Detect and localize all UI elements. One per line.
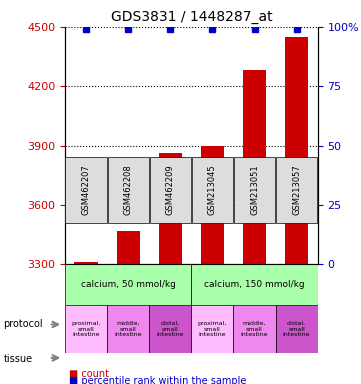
FancyBboxPatch shape bbox=[149, 305, 191, 353]
Text: tissue: tissue bbox=[4, 354, 33, 364]
FancyBboxPatch shape bbox=[65, 264, 191, 305]
Bar bbox=[285, 37, 308, 264]
Text: distal,
small
intestine: distal, small intestine bbox=[157, 321, 184, 338]
Text: distal,
small
intestine: distal, small intestine bbox=[283, 321, 310, 338]
FancyBboxPatch shape bbox=[191, 305, 234, 353]
FancyBboxPatch shape bbox=[65, 157, 107, 223]
Text: GSM213051: GSM213051 bbox=[250, 165, 259, 215]
Text: GSM462209: GSM462209 bbox=[166, 165, 175, 215]
Text: proximal,
small
intestine: proximal, small intestine bbox=[71, 321, 101, 338]
Bar bbox=[243, 70, 266, 264]
FancyBboxPatch shape bbox=[65, 305, 107, 353]
Text: middle,
small
intestine: middle, small intestine bbox=[114, 321, 142, 338]
Text: GSM462207: GSM462207 bbox=[82, 165, 91, 215]
Bar bbox=[74, 262, 97, 264]
Text: GSM213057: GSM213057 bbox=[292, 165, 301, 215]
Bar bbox=[159, 154, 182, 264]
FancyBboxPatch shape bbox=[276, 157, 317, 223]
FancyBboxPatch shape bbox=[108, 157, 149, 223]
Bar bbox=[201, 146, 224, 264]
FancyBboxPatch shape bbox=[191, 264, 318, 305]
Text: calcium, 150 mmol/kg: calcium, 150 mmol/kg bbox=[204, 280, 305, 289]
FancyBboxPatch shape bbox=[234, 305, 275, 353]
Text: protocol: protocol bbox=[4, 319, 43, 329]
Text: middle,
small
intestine: middle, small intestine bbox=[241, 321, 268, 338]
FancyBboxPatch shape bbox=[192, 157, 233, 223]
Title: GDS3831 / 1448287_at: GDS3831 / 1448287_at bbox=[110, 10, 272, 25]
Text: ■ count: ■ count bbox=[69, 369, 109, 379]
Text: proximal,
small
intestine: proximal, small intestine bbox=[198, 321, 227, 338]
FancyBboxPatch shape bbox=[149, 157, 191, 223]
FancyBboxPatch shape bbox=[234, 157, 275, 223]
Text: ■ percentile rank within the sample: ■ percentile rank within the sample bbox=[69, 376, 246, 384]
Text: calcium, 50 mmol/kg: calcium, 50 mmol/kg bbox=[81, 280, 175, 289]
Text: GSM213045: GSM213045 bbox=[208, 165, 217, 215]
Text: GSM462208: GSM462208 bbox=[124, 165, 132, 215]
FancyBboxPatch shape bbox=[275, 305, 318, 353]
Bar bbox=[117, 231, 140, 264]
FancyBboxPatch shape bbox=[107, 305, 149, 353]
